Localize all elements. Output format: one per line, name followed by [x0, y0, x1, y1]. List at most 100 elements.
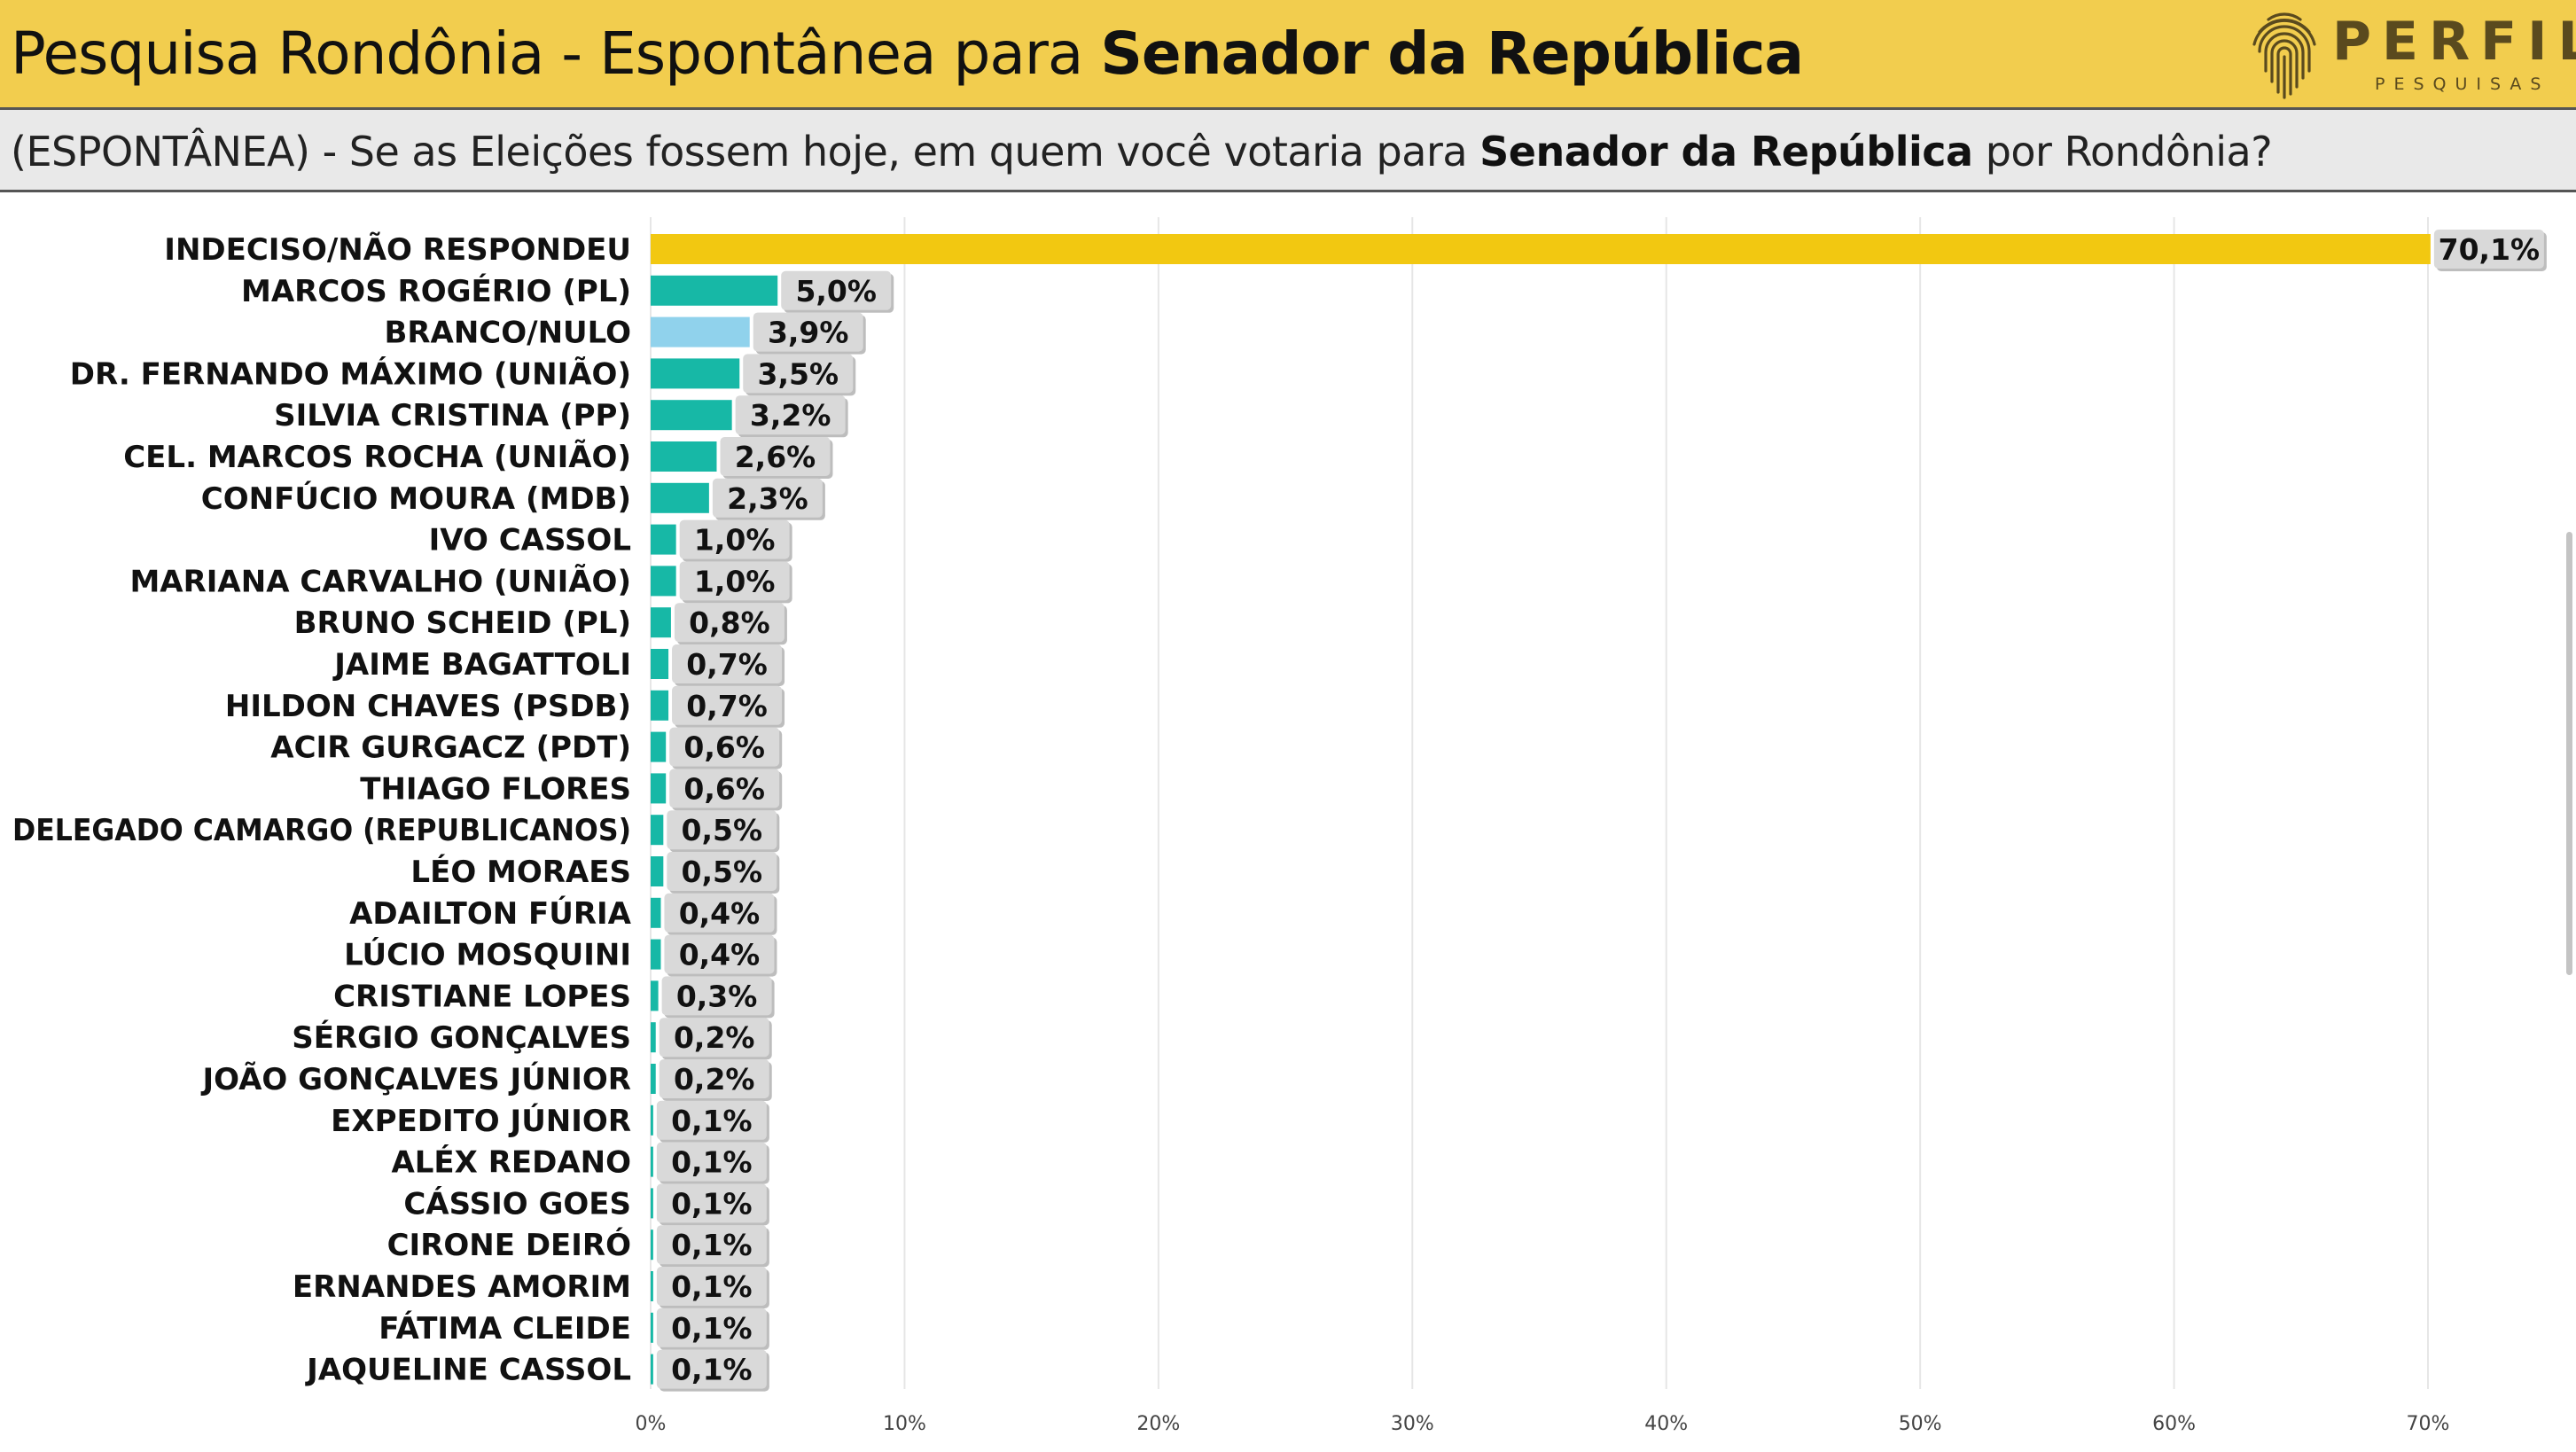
bar: [651, 731, 667, 762]
value-label: 0,2%: [674, 1020, 755, 1055]
bar: [651, 856, 664, 886]
bar: [651, 690, 669, 721]
category-label: JOÃO GONÇALVES JÚNIOR: [200, 1061, 631, 1097]
bar: [651, 1271, 653, 1301]
question-bold: Senador da República: [1479, 128, 1973, 176]
x-tick-label: 60%: [2152, 1413, 2196, 1435]
bar: [651, 441, 717, 472]
bar: [651, 524, 676, 555]
question-prefix: (ESPONTÂNEA) - Se as Eleições fossem hoj…: [11, 128, 1480, 176]
bar: [651, 607, 671, 638]
category-label: CIRONE DEIRÓ: [387, 1227, 631, 1263]
category-label: SÉRGIO GONÇALVES: [292, 1019, 631, 1056]
category-label: DELEGADO CAMARGO (REPUBLICANOS): [12, 813, 631, 848]
value-label: 0,5%: [682, 855, 763, 889]
value-label: 0,6%: [683, 771, 765, 806]
value-label-box: [656, 1100, 767, 1140]
bar: [651, 1188, 653, 1219]
x-tick-label: 30%: [1391, 1413, 1434, 1435]
value-label-box: [781, 270, 892, 310]
category-label: FÁTIMA CLEIDE: [379, 1310, 631, 1347]
category-label: JAIME BAGATTOLI: [332, 647, 631, 683]
category-label: ADAILTON FÚRIA: [349, 895, 632, 932]
value-label-box: [679, 519, 790, 559]
bar: [651, 400, 732, 431]
value-label-box: [743, 354, 854, 394]
category-label: CEL. MARCOS ROCHA (UNIÃO): [123, 439, 631, 475]
bar: [651, 1354, 653, 1385]
x-tick-label: 0%: [636, 1413, 667, 1435]
category-label: CÁSSIO GOES: [403, 1185, 631, 1222]
vertical-scrollbar[interactable]: [2566, 532, 2572, 975]
x-tick-label: 40%: [1644, 1413, 1688, 1435]
logo-name: PERFIL: [2332, 11, 2576, 73]
bar: [651, 1146, 653, 1177]
value-label: 1,0%: [694, 523, 776, 558]
value-label: 0,4%: [679, 938, 761, 972]
category-label: BRANCO/NULO: [384, 316, 631, 351]
value-label: 0,2%: [674, 1062, 755, 1097]
value-label: 3,5%: [757, 356, 839, 391]
category-label: CONFÚCIO MOURA (MDB): [201, 480, 631, 517]
value-label: 3,9%: [768, 316, 849, 350]
value-label-box: [672, 685, 783, 725]
value-label-box: [674, 603, 785, 643]
value-label-box: [659, 1018, 769, 1058]
category-label: DR. FERNANDO MÁXIMO (UNIÃO): [70, 355, 631, 392]
value-label-box: [656, 1225, 767, 1265]
value-label-box: [720, 437, 831, 476]
value-label-box: [735, 395, 846, 435]
logo-subtitle: PESQUISAS: [2375, 74, 2550, 94]
bar: [651, 275, 778, 306]
bar: [651, 897, 661, 928]
value-label-box: [667, 852, 777, 891]
value-label: 0,7%: [686, 689, 768, 723]
bar-chart: 0% 10% 20% 30% 40% 50% 60% 70% INDECISO/NÃO RESP…: [12, 217, 2547, 1435]
value-label-box: [667, 810, 777, 850]
page-title-bold: Senador da República: [1100, 20, 1804, 88]
value-label: 0,1%: [671, 1145, 753, 1180]
category-label: MARIANA CARVALHO (UNIÃO): [129, 563, 631, 599]
value-label: 0,6%: [683, 730, 765, 765]
bar: [651, 566, 676, 597]
value-label-box: [712, 478, 823, 518]
x-tick-label: 50%: [1899, 1413, 1942, 1435]
value-label-box: [664, 934, 775, 974]
bar: [651, 1105, 653, 1136]
bar: [651, 1312, 653, 1343]
value-label: 0,7%: [686, 647, 768, 682]
x-tick-label: 70%: [2407, 1413, 2450, 1435]
value-label-box: [659, 1059, 769, 1098]
value-label: 0,8%: [689, 605, 770, 640]
category-label: HILDON CHAVES (PSDB): [225, 689, 631, 724]
bar: [651, 773, 667, 804]
category-label: ACIR GURGACZ (PDT): [270, 730, 631, 766]
category-label: JAQUELINE CASSOL: [305, 1353, 631, 1388]
bar: [651, 358, 740, 389]
value-label: 1,0%: [694, 564, 776, 598]
page-title-prefix: Pesquisa Rondônia - Espontânea para: [11, 20, 1101, 88]
category-label: BRUNO SCHEID (PL): [294, 605, 631, 641]
value-label-box: [656, 1267, 767, 1306]
fingerprint-icon: [2252, 12, 2316, 99]
value-label-box: [656, 1349, 767, 1389]
category-label: THIAGO FLORES: [360, 771, 631, 807]
page-title: Pesquisa Rondônia - Espontânea para Sena…: [11, 20, 1804, 88]
value-label: 3,2%: [750, 398, 831, 433]
value-label: 0,1%: [671, 1353, 753, 1387]
question-suffix: por Rondônia?: [1972, 128, 2273, 176]
value-label-box: [656, 1183, 767, 1223]
bar: [651, 980, 659, 1011]
category-label: LÚCIO MOSQUINI: [344, 937, 631, 973]
bar: [651, 1064, 656, 1094]
value-label: 70,1%: [2439, 232, 2541, 267]
bar: [651, 939, 661, 970]
bar: [651, 815, 664, 846]
category-label: MARCOS ROGÉRIO (PL): [241, 273, 631, 309]
bar: [651, 234, 2431, 264]
x-tick-label: 10%: [883, 1413, 926, 1435]
value-label-box: [679, 561, 790, 601]
category-label: SILVIA CRISTINA (PP): [274, 398, 631, 433]
question-text: (ESPONTÂNEA) - Se as Eleições fossem hoj…: [11, 128, 2273, 176]
value-label: 0,5%: [682, 813, 763, 847]
